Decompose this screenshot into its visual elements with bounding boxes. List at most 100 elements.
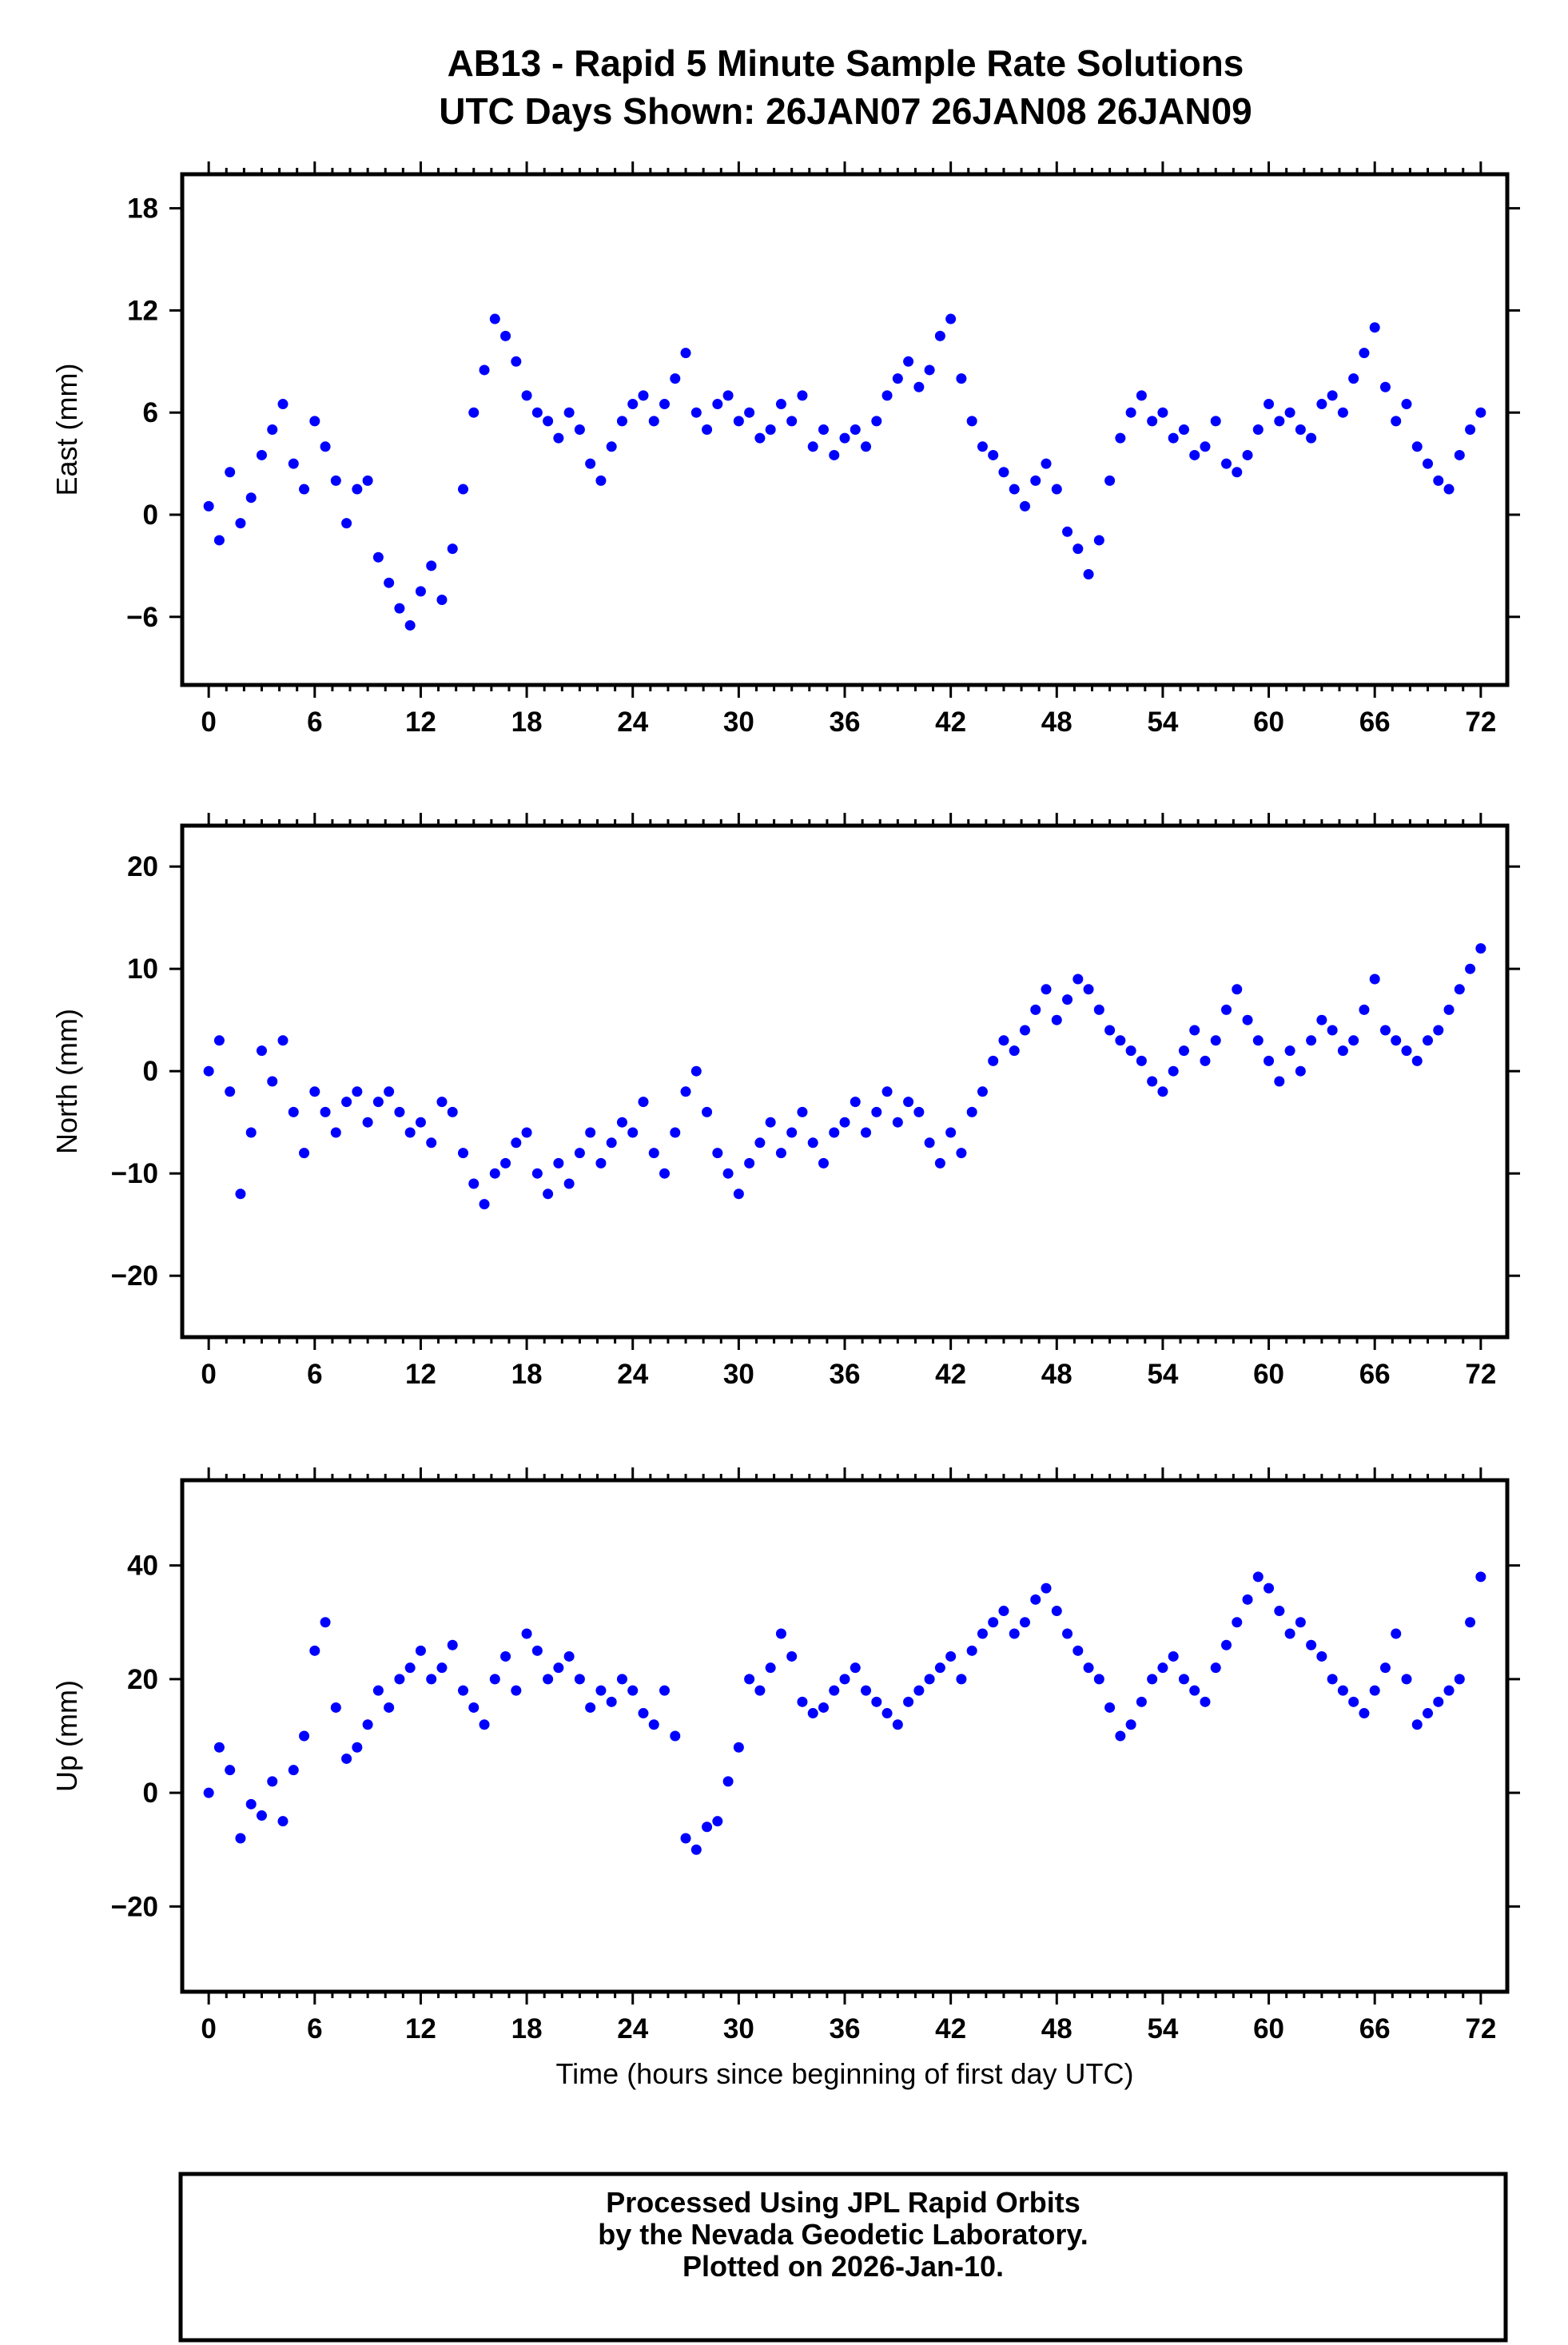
north-data-point [553,1157,564,1169]
up-data-point [447,1639,458,1650]
east-data-point [372,551,384,563]
up-data-point [627,1685,639,1696]
up-data-point [733,1742,744,1753]
up-data-point [1009,1628,1020,1639]
east-data-point [934,330,945,341]
up-data-point [1062,1628,1073,1639]
east-data-point [1316,399,1327,410]
north-data-point [384,1086,395,1097]
north-data-point [1200,1055,1211,1066]
up-x-tick-label: 66 [1359,2013,1391,2044]
north-data-point [1327,1025,1338,1036]
north-data-point [1136,1055,1147,1066]
east-data-point [553,432,564,444]
up-data-point [1465,1617,1476,1628]
north-data-point [543,1188,554,1200]
east-y-tick-label: −6 [126,602,158,633]
north-data-point [277,1035,289,1046]
footer-line-3: Plotted on 2026-Jan-10. [683,2250,1004,2283]
east-data-point [1147,416,1158,427]
up-data-point [616,1674,627,1685]
east-data-point [966,416,977,427]
up-data-point [1073,1645,1084,1656]
north-data-point [1157,1086,1168,1097]
up-data-point [362,1719,373,1730]
north-y-tick-label: 0 [143,1056,158,1087]
east-data-point [362,475,373,486]
north-data-point [744,1157,755,1169]
up-data-point [1252,1571,1264,1583]
up-data-point [924,1674,935,1685]
east-data-point [203,500,214,512]
up-data-point [1104,1702,1116,1713]
east-data-point [1083,569,1094,580]
up-data-point [1337,1685,1348,1696]
up-data-point [543,1674,554,1685]
north-data-point [977,1086,988,1097]
north-data-point [1337,1045,1348,1057]
north-data-point [1423,1035,1434,1046]
east-x-tick-label: 60 [1253,707,1284,738]
north-data-point [1316,1014,1327,1025]
up-data-point [670,1730,681,1742]
east-data-point [616,416,627,427]
north-panel: 0 6 12 18 24 30 36 42 48 54 60 66 72 −20 −10 0 10 20 North… [50,813,1520,1390]
east-data-point [1379,381,1391,392]
up-data-point [1030,1594,1041,1605]
north-data-point [861,1127,872,1138]
east-data-point [712,399,723,410]
east-data-point [988,449,999,460]
north-data-point [786,1127,798,1138]
north-data-point [245,1127,257,1138]
north-data-point [1083,984,1094,995]
east-data-point [1157,407,1168,418]
up-data-point [977,1628,988,1639]
north-data-point [892,1117,903,1128]
east-data-point [1401,399,1412,410]
up-data-point [1295,1617,1306,1628]
north-data-point [256,1045,267,1057]
north-data-point [702,1106,713,1117]
up-data-point [988,1617,999,1628]
east-data-point [426,560,437,571]
north-data-point [1443,1004,1455,1015]
up-y-tick-label: 20 [127,1664,158,1695]
north-x-tick-label: 0 [201,1359,216,1390]
east-data-point [1284,407,1295,418]
north-data-point [404,1127,416,1138]
up-data-point [1359,1708,1370,1719]
up-data-point [521,1628,532,1639]
east-data-point [1348,373,1359,384]
north-data-point [267,1076,278,1087]
up-data-point [1327,1674,1338,1685]
up-data-point [775,1628,786,1639]
east-data-point [1232,467,1243,478]
up-data-point [479,1719,490,1730]
up-data-point [1306,1639,1317,1650]
up-data-point [1242,1594,1253,1605]
up-data-point [1401,1674,1412,1685]
up-data-point [574,1674,585,1685]
north-data-point [521,1127,532,1138]
up-data-point [277,1816,289,1827]
north-data-point [1391,1035,1402,1046]
north-data-point [479,1199,490,1210]
north-data-point [213,1035,225,1046]
east-data-point [606,441,617,452]
up-x-tick-label: 0 [201,2013,216,2044]
north-data-point [1264,1055,1275,1066]
up-data-point [553,1662,564,1674]
east-data-point [213,535,225,546]
east-y-tick-label: 6 [143,397,158,428]
north-data-point [1274,1076,1285,1087]
east-data-point [341,518,352,529]
north-data-point [1242,1014,1253,1025]
up-data-point [648,1719,659,1730]
chart-subtitle: UTC Days Shown: 26JAN07 26JAN08 26JAN09 [439,90,1252,132]
east-data-point [871,416,882,427]
north-data-point [1475,943,1486,954]
up-data-point [659,1685,671,1696]
up-data-point [320,1617,331,1628]
up-y-tick-label: 0 [143,1778,158,1809]
north-data-point [1369,973,1380,985]
